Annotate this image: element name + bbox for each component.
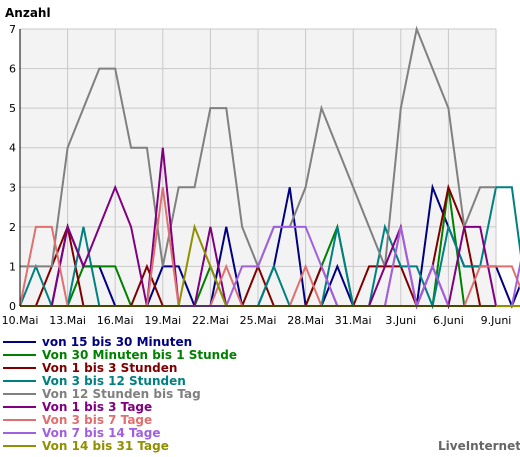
- y-tick-label: 6: [9, 63, 16, 76]
- legend-item: Von 14 bis 31 Tage: [3, 438, 237, 453]
- y-tick-label: 2: [9, 221, 16, 234]
- x-tick-label: 22.Mai: [192, 314, 229, 327]
- brand-text: LiveInternet: [438, 439, 520, 453]
- legend-swatch: [3, 418, 36, 421]
- y-tick-label: 3: [9, 181, 16, 194]
- x-tick-label: 16.Mai: [97, 314, 134, 327]
- y-tick-label: 4: [9, 142, 16, 155]
- legend-swatch: [3, 366, 36, 369]
- legend-swatch: [3, 444, 36, 447]
- y-tick-label: 7: [9, 23, 16, 36]
- x-tick-label: 9.Juni: [481, 314, 512, 327]
- legend-swatch: [3, 353, 36, 356]
- legend-swatch: [3, 431, 36, 434]
- legend-label: Von 12 Stunden bis Tag: [42, 386, 201, 401]
- legend-swatch: [3, 405, 36, 408]
- x-tick-label: 13.Mai: [49, 314, 86, 327]
- legend-label: Von 1 bis 3 Stunden: [42, 360, 178, 375]
- legend-swatch: [3, 392, 36, 395]
- x-tick-label: 3.Juni: [385, 314, 416, 327]
- y-axis-title: Anzahl: [5, 6, 51, 20]
- legend-item: Von 12 Stunden bis Tag: [3, 386, 237, 401]
- legend-swatch: [3, 340, 36, 343]
- x-tick-label: 28.Mai: [287, 314, 324, 327]
- ticks: 0 1 2 3 4 5 6 7 10.Mai 13.Mai 16.Mai 19.Mai 22.Mai 25…: [2, 23, 512, 327]
- chart: Anzahl 0 1 2 3 4 5 6 7 10.Mai 13.Mai 16.Mai 19.Mai 2…: [2, 6, 520, 327]
- legend-label: von 15 bis 30 Minuten: [42, 334, 193, 349]
- legend-item: Von 30 Minuten bis 1 Stunde: [3, 347, 237, 362]
- legend-label: Von 7 bis 14 Tage: [42, 425, 161, 440]
- legend-label: Von 30 Minuten bis 1 Stunde: [42, 347, 237, 362]
- y-tick-label: 1: [9, 260, 16, 273]
- legend-label: Von 1 bis 3 Tage: [42, 399, 153, 414]
- legend-item: von 15 bis 30 Minuten: [3, 334, 237, 349]
- x-tick-label: 10.Mai: [2, 314, 39, 327]
- y-tick-label: 5: [9, 102, 16, 115]
- legend-item: Von 3 bis 7 Tage: [3, 412, 237, 427]
- legend-item: Von 7 bis 14 Tage: [3, 425, 237, 440]
- legend: von 15 bis 30 Minuten Von 30 Minuten bis …: [3, 334, 237, 453]
- legend-label: Von 3 bis 12 Stunden: [42, 373, 186, 388]
- y-tick-label: 0: [9, 300, 16, 313]
- legend-swatch: [3, 379, 36, 382]
- x-tick-label: 31.Mai: [335, 314, 372, 327]
- legend-label: Von 14 bis 31 Tage: [42, 438, 169, 453]
- legend-item: Von 1 bis 3 Stunden: [3, 360, 237, 375]
- x-tick-label: 25.Mai: [240, 314, 277, 327]
- x-tick-label: 19.Mai: [144, 314, 181, 327]
- legend-label: Von 3 bis 7 Tage: [42, 412, 153, 427]
- axes: [19, 29, 496, 307]
- legend-item: Von 1 bis 3 Tage: [3, 399, 237, 414]
- legend-item: Von 3 bis 12 Stunden: [3, 373, 237, 388]
- x-tick-label: 6.Juni: [433, 314, 464, 327]
